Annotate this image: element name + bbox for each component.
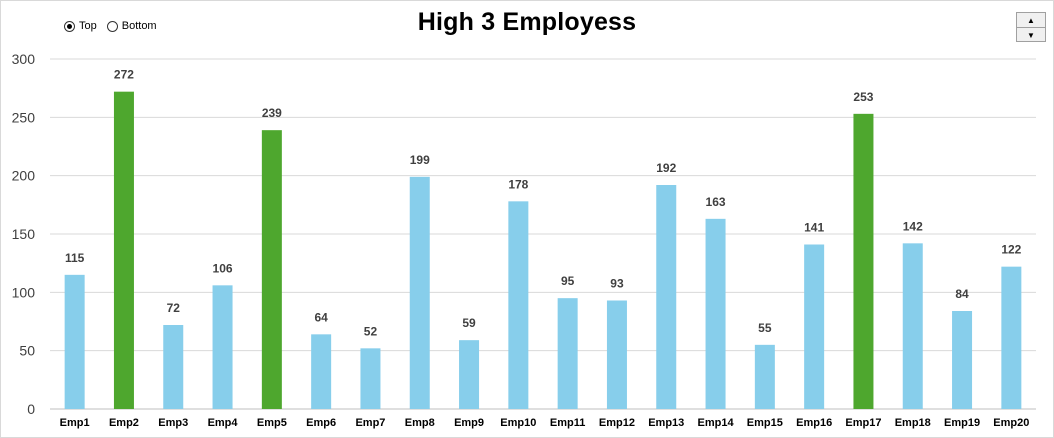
bar [656,185,677,409]
spin-button[interactable]: ▲ ▼ [1016,12,1046,42]
x-category-label: Emp19 [944,417,980,429]
y-tick-label: 100 [12,284,36,300]
bar [163,325,184,409]
x-category-label: Emp9 [454,417,484,429]
data-label: 59 [462,316,476,330]
bar [902,243,923,409]
bar [952,311,973,409]
bar [459,340,480,409]
x-category-label: Emp10 [500,417,536,429]
y-tick-label: 200 [12,168,36,184]
data-label: 55 [758,321,772,335]
data-label: 93 [610,277,624,291]
bar [804,244,825,409]
radio-top-indicator[interactable] [64,20,75,32]
bar [705,218,726,409]
bar [212,285,233,409]
data-label: 95 [561,274,575,288]
x-category-label: Emp17 [845,417,881,429]
y-tick-label: 250 [12,109,36,125]
bar [409,176,430,409]
data-label: 178 [508,177,528,191]
data-label: 163 [706,195,726,209]
data-label: 52 [364,324,378,338]
radio-bottom-indicator[interactable] [106,20,118,32]
x-category-label: Emp6 [306,417,336,429]
x-category-label: Emp5 [257,417,287,429]
x-category-label: Emp20 [993,417,1029,429]
x-category-label: Emp2 [109,417,139,429]
x-category-label: Emp13 [648,417,684,429]
data-label: 239 [262,106,282,120]
y-tick-label: 50 [19,343,35,359]
top-bottom-radio-group: Top Bottom [64,20,157,32]
data-label: 142 [903,219,923,233]
x-category-label: Emp18 [895,417,931,429]
data-label: 192 [656,161,676,175]
data-label: 72 [167,301,181,315]
bar [360,348,381,409]
bar [754,344,775,409]
bar [508,201,529,409]
data-label: 106 [213,261,233,275]
y-tick-label: 0 [27,401,35,417]
data-label: 84 [955,287,969,301]
radio-bottom-label: Bottom [121,20,157,32]
bar [606,300,627,409]
x-category-label: Emp12 [599,417,635,429]
x-category-label: Emp15 [747,417,783,429]
y-tick-label: 300 [12,51,36,67]
radio-top-label: Top [79,20,97,32]
bar [261,130,282,409]
bar [113,91,134,410]
bar [64,274,85,409]
bar [557,298,578,409]
data-label: 115 [65,251,85,265]
bar [853,113,874,409]
x-category-label: Emp3 [158,417,188,429]
x-category-label: Emp8 [405,417,435,429]
data-label: 122 [1001,243,1021,257]
bar [1001,266,1022,409]
data-label: 253 [853,90,873,104]
x-category-label: Emp4 [208,417,239,429]
data-label: 141 [804,221,824,235]
data-label: 199 [410,153,430,167]
spin-down-button[interactable]: ▼ [1027,30,1035,40]
x-category-label: Emp1 [60,417,90,429]
x-category-label: Emp7 [355,417,385,429]
radio-bottom[interactable]: Bottom [106,20,157,32]
bar [311,334,332,409]
x-category-label: Emp16 [796,417,832,429]
x-category-label: Emp11 [550,417,585,429]
x-category-label: Emp14 [698,417,735,429]
spin-up-button[interactable]: ▲ [1017,13,1045,28]
radio-top[interactable]: Top [64,20,97,32]
data-label: 64 [314,310,328,324]
data-label: 272 [114,68,134,82]
chart-title: High 3 Employess [417,8,637,36]
y-tick-label: 150 [12,226,36,242]
